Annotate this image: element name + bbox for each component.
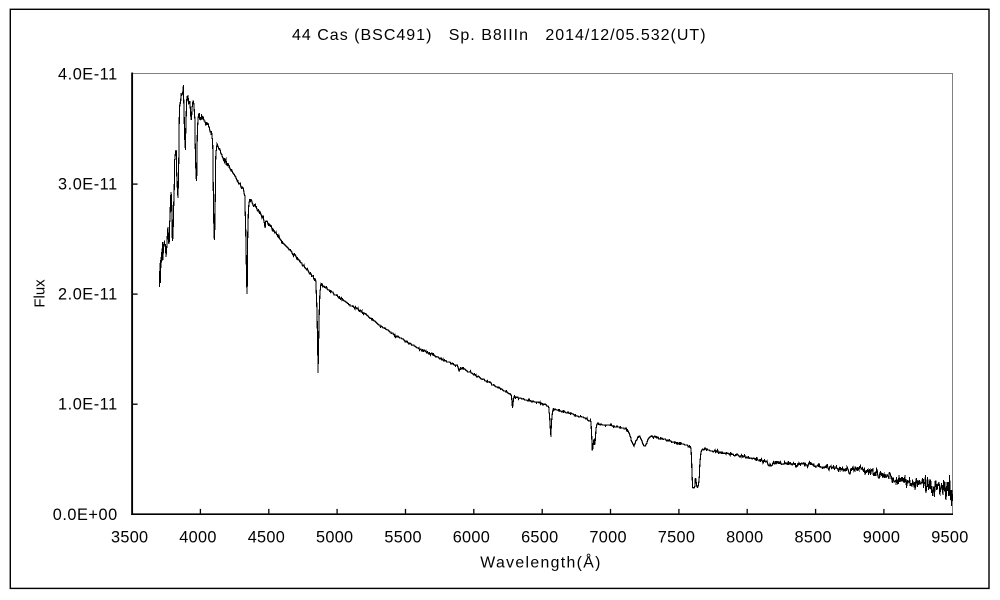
svg-text:1.0E-11: 1.0E-11	[58, 396, 118, 414]
svg-text:Wavelength(Å): Wavelength(Å)	[480, 553, 601, 572]
svg-text:4000: 4000	[179, 529, 216, 547]
svg-text:6000: 6000	[453, 529, 490, 547]
svg-text:7000: 7000	[589, 529, 626, 547]
svg-text:5500: 5500	[384, 529, 421, 547]
svg-text:9000: 9000	[863, 529, 900, 547]
svg-text:5000: 5000	[316, 529, 353, 547]
svg-text:8000: 8000	[726, 529, 763, 547]
svg-text:8500: 8500	[794, 529, 831, 547]
svg-text:9500: 9500	[931, 529, 968, 547]
svg-text:4.0E-11: 4.0E-11	[58, 66, 118, 84]
svg-text:0.0E+00: 0.0E+00	[53, 506, 118, 524]
svg-text:44 Cas (BSC491) Sp. B8IIIn: 44 Cas (BSC491) Sp. B8IIIn 2014/12/05.53…	[292, 27, 707, 44]
svg-text:4500: 4500	[248, 529, 285, 547]
svg-text:6500: 6500	[521, 529, 558, 547]
svg-text:7500: 7500	[658, 529, 695, 547]
svg-text:3500: 3500	[111, 529, 148, 547]
svg-text:3.0E-11: 3.0E-11	[58, 176, 118, 194]
svg-text:2.0E-11: 2.0E-11	[58, 286, 118, 304]
svg-text:Flux: Flux	[32, 279, 49, 308]
